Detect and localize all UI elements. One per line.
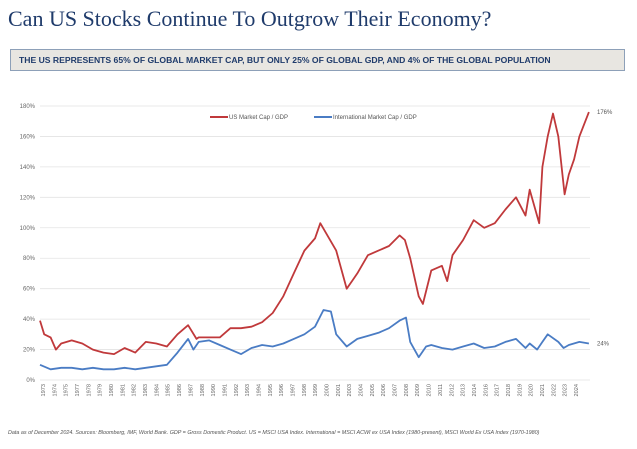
x-tick-label: 1992 [234, 384, 240, 396]
x-tick-label: 2021 [540, 384, 546, 396]
y-tick-label: 120% [20, 195, 36, 201]
x-tick-label: 1985 [166, 384, 172, 396]
x-tick-label: 1994 [256, 384, 262, 396]
end-value-label: 176% [597, 110, 613, 116]
legend-label: International Market Cap / GDP [333, 115, 417, 121]
x-tick-label: 1981 [120, 384, 126, 396]
source-note: Data as of December 2024. Sources: Bloom… [8, 430, 540, 436]
x-tick-label: 1997 [290, 384, 296, 396]
x-tick-label: 2010 [427, 384, 433, 396]
y-tick-label: 140% [20, 165, 36, 171]
x-tick-label: 2008 [404, 384, 410, 396]
x-tick-label: 2014 [472, 384, 478, 396]
x-tick-label: 1975 [64, 384, 70, 396]
x-tick-label: 2016 [483, 384, 489, 396]
x-tick-label: 1996 [279, 384, 285, 396]
legend-label: US Market Cap / GDP [229, 115, 288, 121]
x-tick-label: 1988 [200, 384, 206, 396]
x-tick-label: 2024 [574, 384, 580, 396]
line-chart: 0% 20% 40% 60% 80% 100% 120% 140% 160% 180% 1973 19… [20, 104, 613, 396]
x-tick-label: 2018 [506, 384, 512, 396]
x-tick-label: 1974 [52, 384, 58, 396]
x-tick-label: 1977 [75, 384, 81, 396]
x-tick-label: 1999 [313, 384, 319, 396]
x-tick-label: 2001 [336, 384, 342, 396]
x-tick-label: 2023 [563, 384, 569, 396]
x-tick-label: 1990 [211, 384, 217, 396]
series-line-1 [39, 309, 590, 371]
x-tick-label: 1984 [154, 384, 160, 396]
x-tick-label: 1982 [132, 384, 138, 396]
x-tick-label: 1993 [245, 384, 251, 396]
headline-banner: THE US REPRESENTS 65% OF GLOBAL MARKET C… [10, 49, 625, 71]
page-title: Can US Stocks Continue To Outgrow Their … [8, 6, 492, 31]
x-tick-label: 2013 [461, 384, 467, 396]
y-tick-label: 60% [23, 287, 36, 293]
x-tick-label: 1991 [222, 384, 228, 396]
x-tick-label: 2019 [517, 384, 523, 396]
x-tick-label: 2007 [393, 384, 399, 396]
x-tick-label: 1979 [98, 384, 104, 396]
x-tick-label: 2005 [370, 384, 376, 396]
x-tick-label: 1986 [177, 384, 183, 396]
x-tick-label: 2011 [438, 384, 444, 396]
x-tick-label: 2020 [529, 384, 535, 396]
y-tick-label: 180% [20, 104, 36, 110]
x-tick-label: 2003 [347, 384, 353, 396]
x-tick-label: 1983 [143, 384, 149, 396]
x-tick-label: 2017 [495, 384, 501, 396]
x-tick-label: 1998 [302, 384, 308, 396]
x-tick-label: 2022 [551, 384, 557, 396]
x-tick-label: 2000 [325, 384, 331, 396]
x-tick-label: 1978 [86, 384, 92, 396]
x-tick-label: 1987 [188, 384, 194, 396]
y-tick-label: 80% [23, 256, 36, 262]
y-tick-label: 160% [20, 134, 36, 140]
x-tick-label: 1995 [268, 384, 274, 396]
y-tick-label: 40% [23, 317, 36, 323]
x-tick-label: 2012 [449, 384, 455, 396]
x-tick-label: 2004 [359, 384, 365, 396]
y-tick-label: 100% [20, 226, 36, 232]
series-line-0 [39, 111, 590, 355]
x-tick-label: 2006 [381, 384, 387, 396]
x-tick-label: 1973 [41, 384, 47, 396]
y-tick-label: 0% [26, 378, 35, 384]
y-tick-label: 20% [23, 348, 36, 354]
x-tick-label: 2009 [415, 384, 421, 396]
end-value-label: 24% [597, 341, 610, 347]
x-tick-label: 1980 [109, 384, 115, 396]
